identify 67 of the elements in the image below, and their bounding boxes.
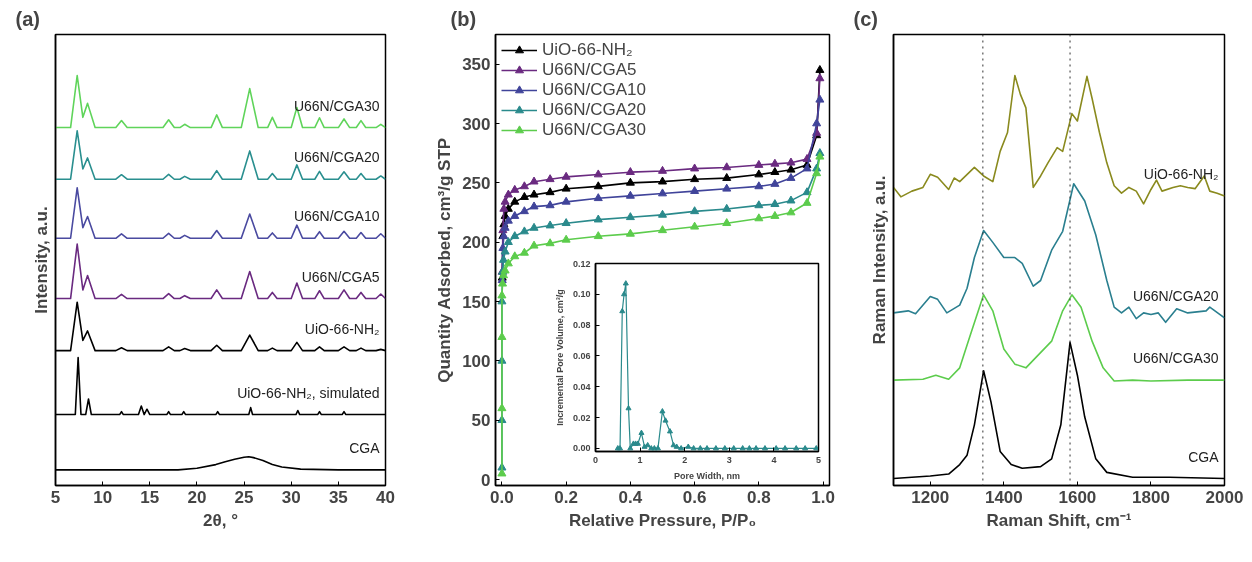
y-tick-label: 0.04 xyxy=(572,381,591,392)
x-tick-label: 10 xyxy=(93,487,113,507)
series-label: U66N/CGA30 xyxy=(293,97,380,114)
x-tick-label: 2 xyxy=(682,454,688,465)
y-tick-label: 100 xyxy=(462,351,491,371)
series-label: U66N/CGA20 xyxy=(293,149,380,166)
x-axis-title: Pore Width, nm xyxy=(674,470,740,481)
series-label: U66N/CGA30 xyxy=(1132,350,1219,367)
x-tick-label: 5 xyxy=(816,454,822,465)
y-tick-label: 300 xyxy=(462,114,491,134)
x-tick-label: 1400 xyxy=(984,487,1023,507)
x-tick-label: 3 xyxy=(726,454,732,465)
legend-label: U66N/CGA10 xyxy=(542,80,646,100)
x-tick-label: 1.0 xyxy=(811,487,835,507)
y-tick-label: 50 xyxy=(471,411,491,431)
x-tick-label: 20 xyxy=(187,487,207,507)
legend-label: UiO-66-NH₂ xyxy=(542,40,633,60)
x-tick-label: 0.0 xyxy=(490,487,514,507)
x-axis-title: Raman Shift, cm⁻¹ xyxy=(986,510,1132,530)
x-axis-title: Relative Pressure, P/P₀ xyxy=(568,510,757,530)
x-tick-label: 30 xyxy=(281,487,301,507)
series-label: UiO-66-NH₂, simulated xyxy=(237,384,380,401)
y-tick-label: 0.06 xyxy=(572,350,591,361)
y-tick-label: 350 xyxy=(462,55,491,75)
x-tick-label: 1800 xyxy=(1132,487,1170,507)
legend-label: U66N/CGA5 xyxy=(542,60,637,80)
x-tick-label: 35 xyxy=(328,487,348,507)
chart-title: (c) xyxy=(853,7,878,30)
x-tick-label: 0.4 xyxy=(618,487,643,507)
chart-title: (b) xyxy=(450,7,477,30)
x-tick-label: 2000 xyxy=(1205,487,1244,507)
x-tick-label: 40 xyxy=(376,487,395,507)
y-axis-title: Intensity, a.u. xyxy=(31,206,51,314)
x-tick-label: 1600 xyxy=(1058,487,1097,507)
y-tick-label: 250 xyxy=(462,173,491,193)
y-tick-label: 200 xyxy=(462,233,491,253)
x-axis-title: 2θ, ° xyxy=(203,510,239,530)
x-tick-label: 5 xyxy=(50,487,61,507)
y-tick-label: 0.10 xyxy=(572,289,591,300)
series-label: UiO-66-NH₂ xyxy=(1143,166,1219,183)
series-label: UiO-66-NH₂ xyxy=(304,320,380,337)
x-tick-label: 15 xyxy=(140,487,160,507)
x-tick-label: 0.2 xyxy=(554,487,578,507)
x-tick-label: 1 xyxy=(637,454,643,465)
series-label: U66N/CGA5 xyxy=(301,268,380,285)
series-label: CGA xyxy=(349,439,381,456)
x-tick-label: 0 xyxy=(593,454,599,465)
legend-label: U66N/CGA30 xyxy=(542,120,646,140)
y-tick-label: 0.02 xyxy=(572,412,591,423)
x-tick-label: 4 xyxy=(771,454,777,465)
series-label: CGA xyxy=(1188,448,1220,465)
x-tick-label: 1200 xyxy=(911,487,950,507)
y-tick-label: 0 xyxy=(481,470,491,490)
y-axis-title: Raman Intensity, a.u. xyxy=(869,175,889,345)
x-tick-label: 25 xyxy=(234,487,254,507)
y-axis-title: Quantity Adsorbed, cm³/g STP xyxy=(435,137,455,383)
y-tick-label: 150 xyxy=(462,292,491,312)
y-axis-title: Incremental Pore Volume, cm³/g xyxy=(554,289,565,426)
y-tick-label: 0.08 xyxy=(572,320,591,331)
x-tick-label: 0.8 xyxy=(747,487,771,507)
y-tick-label: 0.12 xyxy=(572,258,591,269)
legend-label: U66N/CGA20 xyxy=(542,100,646,120)
chart-title: (a) xyxy=(15,7,40,30)
x-tick-label: 0.6 xyxy=(682,487,707,507)
series-label: U66N/CGA20 xyxy=(1132,287,1219,304)
series-label: U66N/CGA10 xyxy=(293,208,380,225)
y-tick-label: 0.00 xyxy=(572,443,591,454)
